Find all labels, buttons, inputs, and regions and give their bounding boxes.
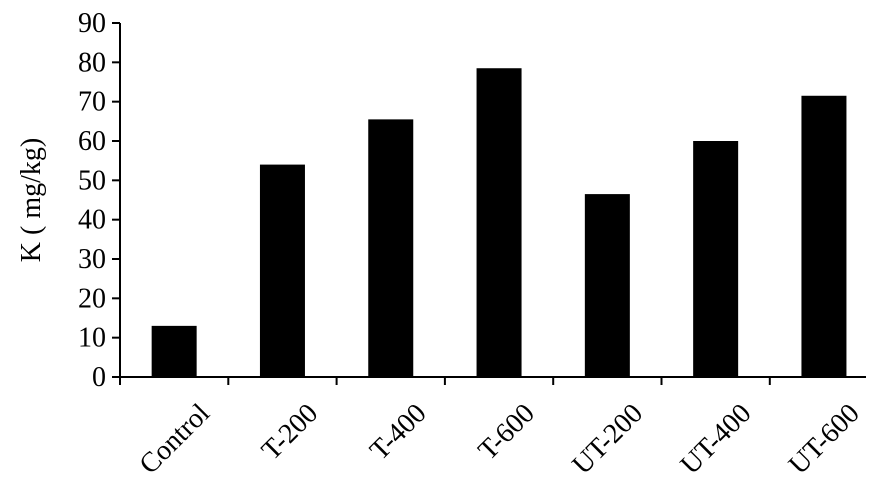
x-tick-label: T-600 — [472, 398, 540, 466]
bar-control — [151, 325, 197, 377]
bar-t-600 — [476, 68, 522, 377]
bars — [151, 68, 847, 378]
bar-ut-200 — [584, 194, 630, 377]
bar-ut-600 — [801, 95, 847, 378]
y-tick-label: 30 — [78, 244, 106, 275]
y-axis-ticks: 0 10 20 30 40 50 60 70 80 90 — [78, 8, 120, 393]
y-tick-label: 70 — [78, 87, 106, 118]
y-tick-label: 60 — [78, 126, 106, 157]
bar-t-400 — [368, 119, 414, 377]
y-tick-label: 40 — [78, 205, 106, 236]
bar-t-200 — [259, 164, 305, 377]
x-axis-ticks: Control T-200 T-400 T-600 UT-200 UT-400 UT-600 — [119, 377, 866, 481]
y-axis-label: K ( mg/kg) — [16, 138, 47, 262]
y-tick-label: 90 — [78, 8, 106, 39]
x-tick-label: T-400 — [364, 398, 432, 466]
x-tick-label: T-200 — [256, 398, 324, 466]
y-tick-label: 80 — [78, 47, 106, 78]
x-tick-label: UT-200 — [566, 398, 649, 481]
y-tick-label: 10 — [78, 323, 106, 354]
y-tick-label: 50 — [78, 165, 106, 196]
bar-ut-400 — [693, 141, 739, 377]
x-tick-label: Control — [134, 398, 217, 481]
x-tick-label: UT-400 — [675, 398, 758, 481]
y-tick-label: 20 — [78, 283, 106, 314]
y-tick-label: 0 — [92, 362, 106, 393]
x-tick-label: UT-600 — [783, 398, 866, 481]
